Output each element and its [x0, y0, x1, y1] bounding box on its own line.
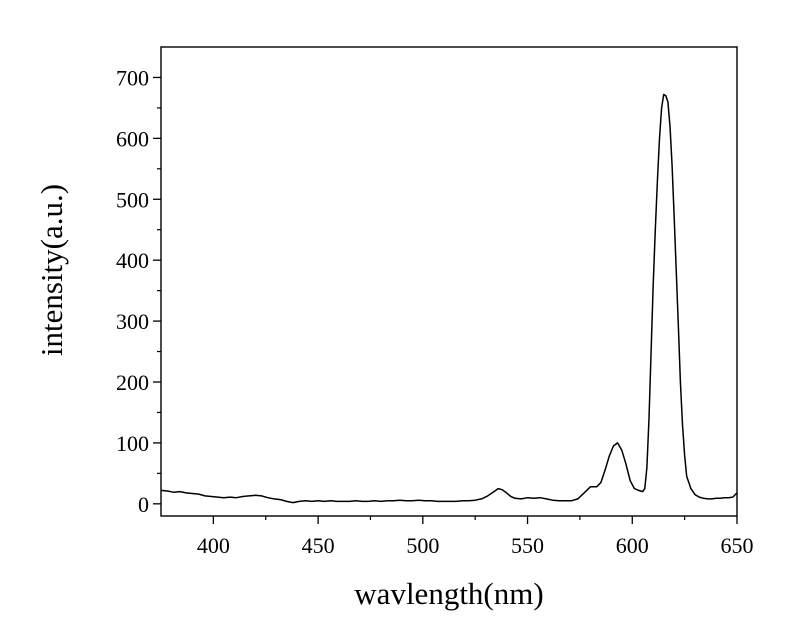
spectrum-line: [160, 93, 738, 504]
y-tick-label-700: 700: [116, 65, 149, 90]
x-tick-label-500: 500: [406, 533, 439, 558]
y-tick-label-100: 100: [116, 431, 149, 456]
y-tick-label-300: 300: [116, 309, 149, 334]
axis-ticks: [153, 76, 738, 524]
y-tick-label-200: 200: [116, 370, 149, 395]
y-tick-label-0: 0: [138, 492, 149, 517]
x-axis-title: wavlength(nm): [354, 576, 543, 611]
x-tick-label-600: 600: [616, 533, 649, 558]
y-tick-label-500: 500: [116, 187, 149, 212]
x-tick-label-450: 450: [302, 533, 335, 558]
x-tick-label-550: 550: [511, 533, 544, 558]
y-tick-label-400: 400: [116, 248, 149, 273]
tick-labels: 400 450 500 550 600 650 0 100 200 300 400 500 600 700: [116, 65, 754, 558]
y-axis-title: intensity(a.u.): [34, 184, 69, 356]
x-tick-label-400: 400: [197, 533, 230, 558]
y-tick-label-600: 600: [116, 126, 149, 151]
x-tick-label-650: 650: [721, 533, 754, 558]
plot-frame: [160, 46, 738, 517]
